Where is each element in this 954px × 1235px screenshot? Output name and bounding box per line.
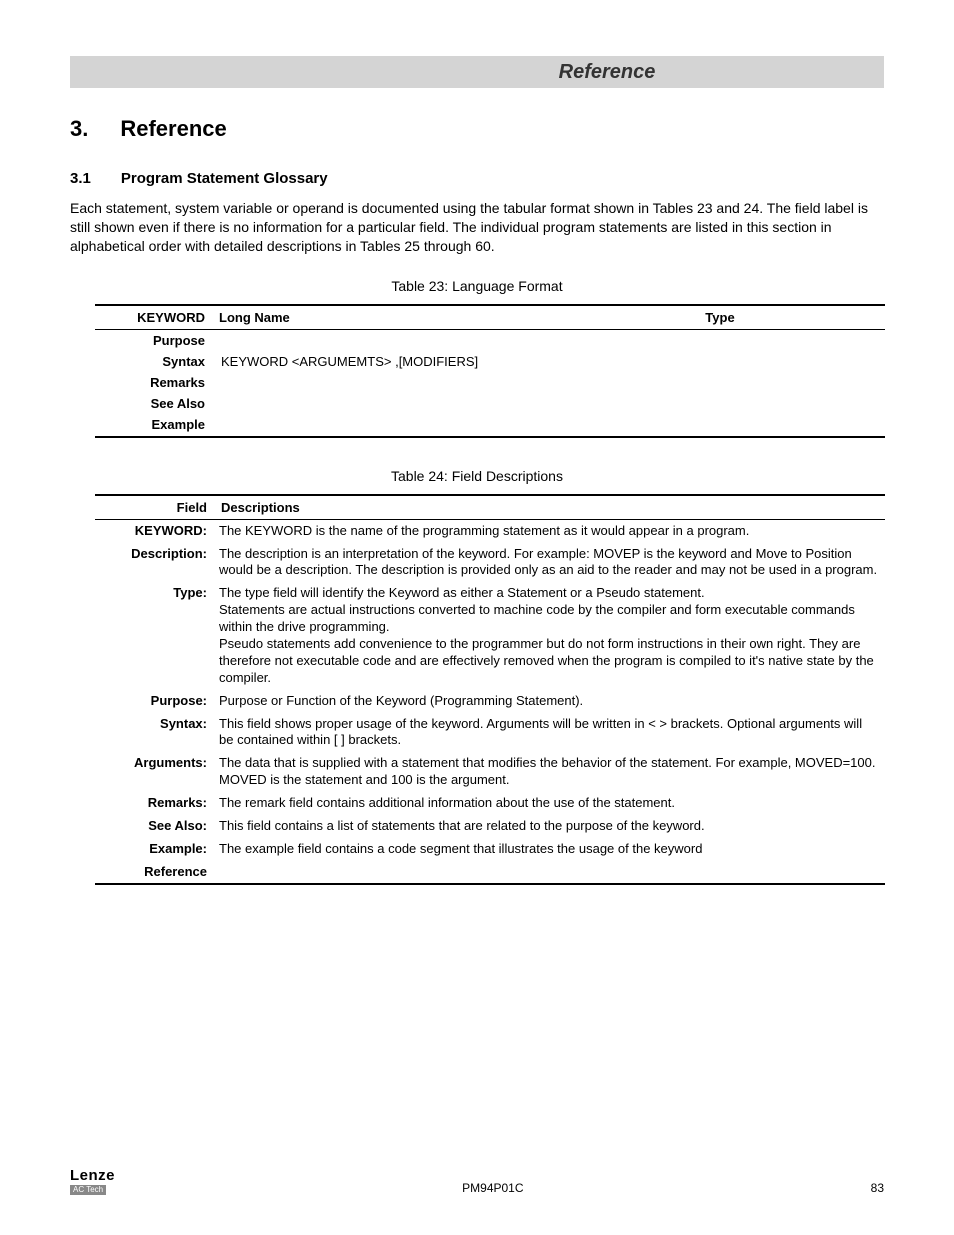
- row-content: [215, 414, 885, 437]
- table-row: Syntax KEYWORD <ARGUMEMTS> ,[MODIFIERS]: [95, 351, 885, 372]
- row-label: Arguments:: [95, 752, 215, 792]
- intro-paragraph: Each statement, system variable or opera…: [70, 199, 884, 256]
- row-label: KEYWORD:: [95, 519, 215, 542]
- table-header-cell: Type: [555, 305, 885, 330]
- table-header-cell: Field: [95, 495, 215, 520]
- table-row: Field Descriptions: [95, 495, 885, 520]
- table-header-cell: KEYWORD: [95, 305, 215, 330]
- table-23: KEYWORD Long Name Type Purpose Syntax KE…: [95, 304, 885, 438]
- row-label: See Also:: [95, 815, 215, 838]
- table-row: See Also: [95, 393, 885, 414]
- row-desc: [215, 861, 885, 884]
- row-desc: This field contains a list of statements…: [215, 815, 885, 838]
- row-content: KEYWORD <ARGUMEMTS> ,[MODIFIERS]: [215, 351, 885, 372]
- row-label: Remarks: [95, 372, 215, 393]
- section-title: Program Statement Glossary: [121, 170, 328, 187]
- header-bar: Reference: [70, 56, 884, 88]
- table-row: Syntax: This field shows proper usage of…: [95, 713, 885, 753]
- table-row: Remarks: The remark field contains addit…: [95, 792, 885, 815]
- table-row: Arguments: The data that is supplied wit…: [95, 752, 885, 792]
- row-label: Description:: [95, 543, 215, 583]
- row-content: [215, 329, 885, 351]
- table23-caption: Table 23: Language Format: [70, 278, 884, 294]
- table-header-cell: Long Name: [215, 305, 555, 330]
- row-label: Syntax:: [95, 713, 215, 753]
- chapter-title: Reference: [120, 116, 226, 142]
- table-row: Remarks: [95, 372, 885, 393]
- row-desc: Purpose or Function of the Keyword (Prog…: [215, 690, 885, 713]
- page-number: 83: [871, 1181, 884, 1195]
- table-row: Example: The example field contains a co…: [95, 838, 885, 861]
- table-row: Type: The type field will identify the K…: [95, 582, 885, 689]
- logo-main-text: Lenze: [70, 1168, 115, 1183]
- document-id: PM94P01C: [115, 1181, 871, 1195]
- table-row: Description: The description is an inter…: [95, 543, 885, 583]
- row-desc: The data that is supplied with a stateme…: [215, 752, 885, 792]
- page: Reference 3. Reference 3.1 Program State…: [0, 0, 954, 1235]
- row-label: Remarks:: [95, 792, 215, 815]
- table-row: See Also: This field contains a list of …: [95, 815, 885, 838]
- row-label: Reference: [95, 861, 215, 884]
- row-content: [215, 372, 885, 393]
- logo-sub-text: AC Tech: [70, 1185, 106, 1195]
- table24-caption: Table 24: Field Descriptions: [70, 468, 884, 484]
- row-content: [215, 393, 885, 414]
- row-label: See Also: [95, 393, 215, 414]
- row-desc: The description is an interpretation of …: [215, 543, 885, 583]
- brand-logo: Lenze AC Tech: [70, 1168, 115, 1195]
- section-number: 3.1: [70, 170, 91, 187]
- header-title: Reference: [559, 61, 656, 84]
- row-desc: The example field contains a code segmen…: [215, 838, 885, 861]
- row-label: Purpose: [95, 329, 215, 351]
- row-desc: The remark field contains additional inf…: [215, 792, 885, 815]
- row-label: Type:: [95, 582, 215, 689]
- table-row: KEYWORD Long Name Type: [95, 305, 885, 330]
- row-desc: This field shows proper usage of the key…: [215, 713, 885, 753]
- row-label: Example:: [95, 838, 215, 861]
- row-label: Syntax: [95, 351, 215, 372]
- table-24: Field Descriptions KEYWORD: The KEYWORD …: [95, 494, 885, 885]
- table-row: Purpose: [95, 329, 885, 351]
- row-label: Example: [95, 414, 215, 437]
- table-row: Example: [95, 414, 885, 437]
- table-row: Purpose: Purpose or Function of the Keyw…: [95, 690, 885, 713]
- chapter-heading: 3. Reference: [70, 116, 884, 142]
- row-label: Purpose:: [95, 690, 215, 713]
- chapter-number: 3.: [70, 116, 88, 142]
- table-row: KEYWORD: The KEYWORD is the name of the …: [95, 519, 885, 542]
- row-desc: The KEYWORD is the name of the programmi…: [215, 519, 885, 542]
- table-header-cell: Descriptions: [215, 495, 885, 520]
- row-desc: The type field will identify the Keyword…: [215, 582, 885, 689]
- section-heading: 3.1 Program Statement Glossary: [70, 170, 884, 187]
- page-footer: Lenze AC Tech PM94P01C 83: [70, 1168, 884, 1195]
- table-row: Reference: [95, 861, 885, 884]
